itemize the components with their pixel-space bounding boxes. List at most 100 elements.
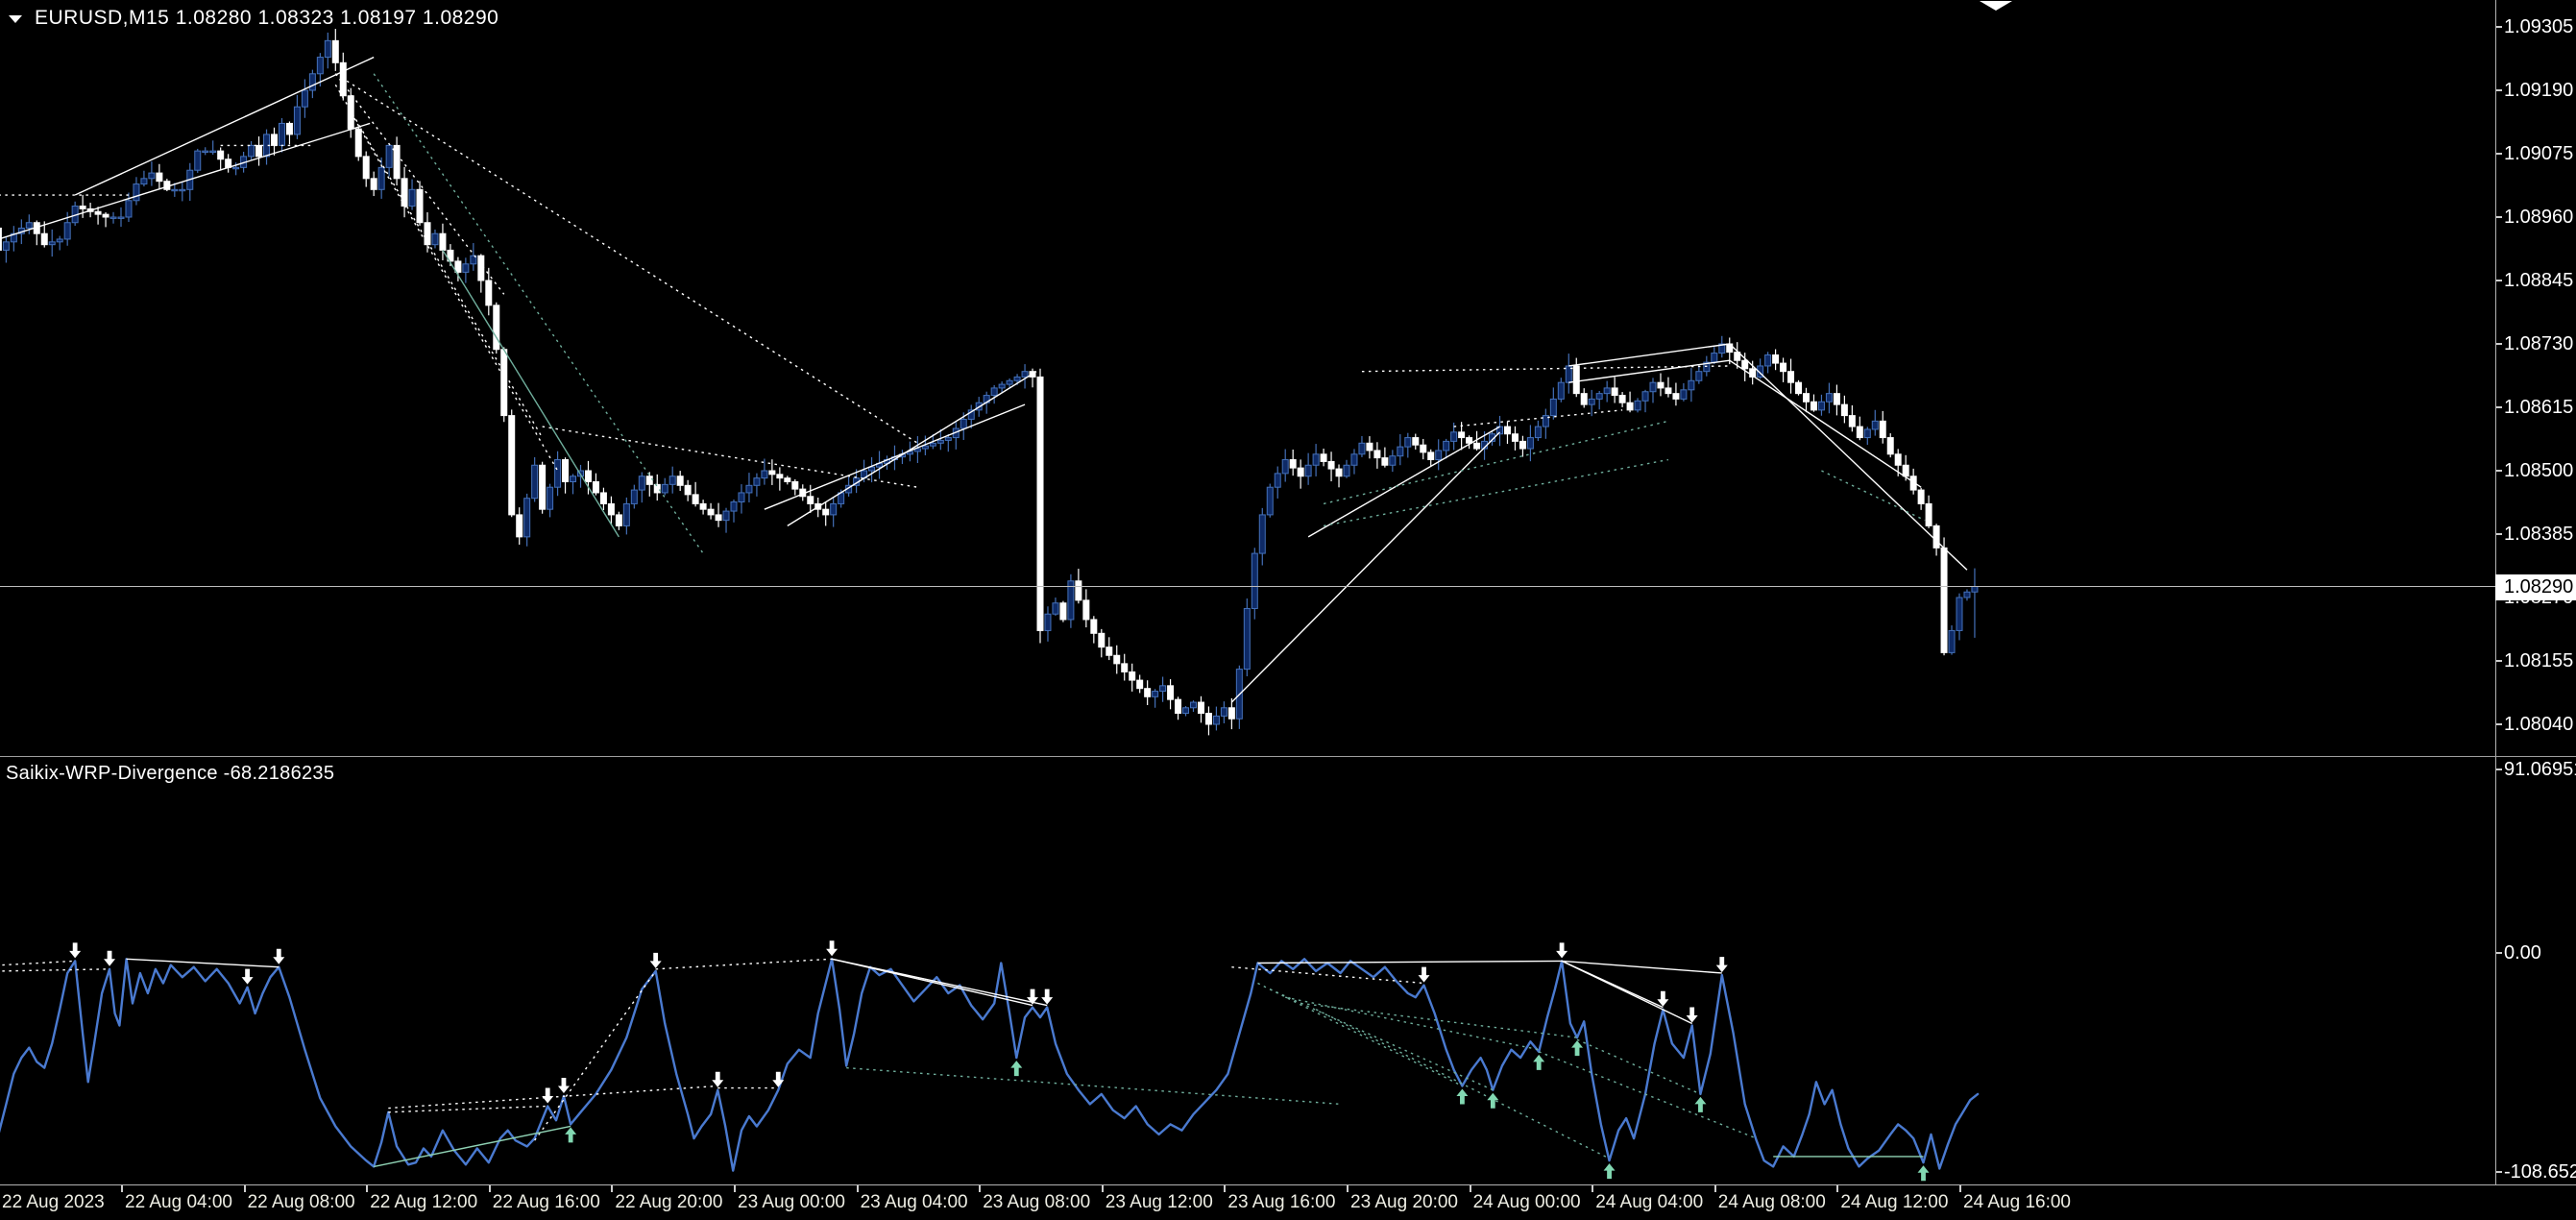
arrow-up-icon [1917, 1165, 1930, 1182]
chart-title: EURUSD,M15 1.08280 1.08323 1.08197 1.082… [8, 7, 498, 30]
divergence-arrows [69, 940, 1930, 1182]
time-tick [243, 1185, 246, 1192]
arrow-down-icon [1715, 957, 1728, 973]
arrow-up-icon [1571, 1040, 1584, 1057]
arrow-up-icon [1533, 1054, 1545, 1070]
price-chart-pane[interactable]: EURUSD,M15 1.08280 1.08323 1.08197 1.082… [0, 0, 2495, 756]
time-tick [1592, 1185, 1594, 1192]
indicator-title: Saikix-WRP-Divergence -68.2186235 [6, 763, 335, 784]
arrow-up-icon [565, 1127, 577, 1143]
scale-label: 1.08500 [2504, 459, 2574, 481]
price-chart-canvas [0, 1, 2495, 736]
scale-tick [2496, 279, 2502, 281]
scale-label: 1.08040 [2504, 713, 2574, 735]
time-label: 23 Aug 08:00 [983, 1192, 1091, 1212]
time-tick [1101, 1185, 1104, 1192]
time-tick [1713, 1185, 1716, 1192]
chart-title-text: EURUSD,M15 1.08280 1.08323 1.08197 1.082… [35, 7, 499, 29]
scale-label: 1.08155 [2504, 649, 2574, 671]
arrow-down-icon [542, 1087, 554, 1104]
scale-label: 1.08615 [2504, 396, 2574, 418]
scale-tick [2496, 215, 2502, 218]
arrow-up-icon [1487, 1092, 1499, 1109]
arrow-down-icon [649, 952, 662, 968]
time-tick [366, 1185, 369, 1192]
arrow-down-icon [1686, 1007, 1698, 1023]
pane-separator[interactable] [0, 756, 2576, 757]
time-tick [121, 1185, 123, 1192]
time-label: 23 Aug 04:00 [860, 1192, 968, 1212]
arrow-up-icon [1010, 1061, 1023, 1077]
scale-tick [2496, 659, 2502, 662]
scale-tick [2496, 152, 2502, 155]
arrow-down-icon [1027, 988, 1039, 1005]
candlesticks [0, 29, 1979, 736]
time-label: 24 Aug 08:00 [1717, 1192, 1826, 1212]
time-label: 23 Aug 20:00 [1350, 1192, 1458, 1212]
time-label: 24 Aug 12:00 [1840, 1192, 1949, 1212]
time-label: 24 Aug 16:00 [1963, 1192, 2071, 1212]
time-tick [856, 1185, 859, 1192]
time-label: 24 Aug 04:00 [1595, 1192, 1704, 1212]
time-axis[interactable]: 22 Aug 2023 22 Aug 04:00 22 Aug 08:00 22 Au… [0, 1184, 2576, 1220]
wpr-line [0, 958, 1980, 1172]
arrow-down-icon [826, 940, 838, 957]
arrow-down-icon [557, 1077, 570, 1093]
scale-label: -108.6527 [2504, 1160, 2576, 1183]
arrow-down-icon [241, 968, 254, 985]
time-tick [611, 1185, 614, 1192]
indicator-pane[interactable]: Saikix-WRP-Divergence -68.2186235 [0, 757, 2495, 1184]
time-label: 22 Aug 16:00 [492, 1192, 600, 1212]
time-label: 22 Aug 20:00 [615, 1192, 723, 1212]
scale-tick [2496, 1170, 2502, 1173]
arrow-down-icon [1657, 990, 1669, 1007]
time-label: 22 Aug 04:00 [125, 1192, 232, 1212]
time-tick [1836, 1185, 1839, 1192]
chart-shift-marker[interactable] [1980, 1, 2012, 11]
arrow-down-icon [1418, 966, 1430, 983]
arrow-up-icon [1694, 1096, 1707, 1112]
time-label: 24 Aug 00:00 [1472, 1192, 1581, 1212]
arrow-down-icon [1041, 988, 1054, 1005]
scale-tick [2496, 342, 2502, 345]
divergence-lines [0, 56, 1968, 703]
arrow-down-icon [69, 942, 82, 959]
time-label: 22 Aug 12:00 [370, 1192, 478, 1212]
time-label: 23 Aug 00:00 [738, 1192, 845, 1212]
scale-label: 1.09075 [2504, 142, 2574, 164]
time-tick [1224, 1185, 1227, 1192]
scale-tick [2496, 26, 2502, 28]
arrow-down-icon [273, 948, 285, 964]
scale-label: 91.069516 [2504, 758, 2576, 780]
time-label: 22 Aug 08:00 [247, 1192, 355, 1212]
arrow-down-icon [104, 950, 116, 966]
scale-label: 1.09190 [2504, 79, 2574, 101]
divergence-lines [2, 958, 1924, 1168]
arrow-down-icon [712, 1071, 724, 1087]
scale-tick [2496, 532, 2502, 535]
scale-label: 1.09305 [2504, 16, 2574, 37]
time-tick [734, 1185, 736, 1192]
scale-tick [2496, 768, 2502, 770]
time-tick [488, 1185, 491, 1192]
time-label: 22 Aug 2023 [2, 1192, 105, 1212]
arrow-down-icon [1556, 942, 1568, 959]
arrow-up-icon [1603, 1163, 1616, 1180]
time-tick [1959, 1185, 1961, 1192]
arrow-down-icon [772, 1071, 785, 1087]
time-tick [979, 1185, 982, 1192]
scale-label: 1.08960 [2504, 206, 2574, 228]
indicator-canvas [0, 940, 1980, 1182]
scale-tick [2496, 88, 2502, 91]
scale-tick [2496, 405, 2502, 408]
scale-label: 0.00 [2504, 942, 2541, 964]
arrow-up-icon [1456, 1088, 1469, 1105]
scale-tick [2496, 469, 2502, 472]
scale-tick [2496, 722, 2502, 725]
symbol-marker-icon [9, 14, 22, 23]
scale-label: 1.08730 [2504, 332, 2574, 354]
current-price-label: 1.08290 [2495, 573, 2576, 600]
time-tick [1347, 1185, 1349, 1192]
scale-label: 1.08385 [2504, 523, 2574, 545]
